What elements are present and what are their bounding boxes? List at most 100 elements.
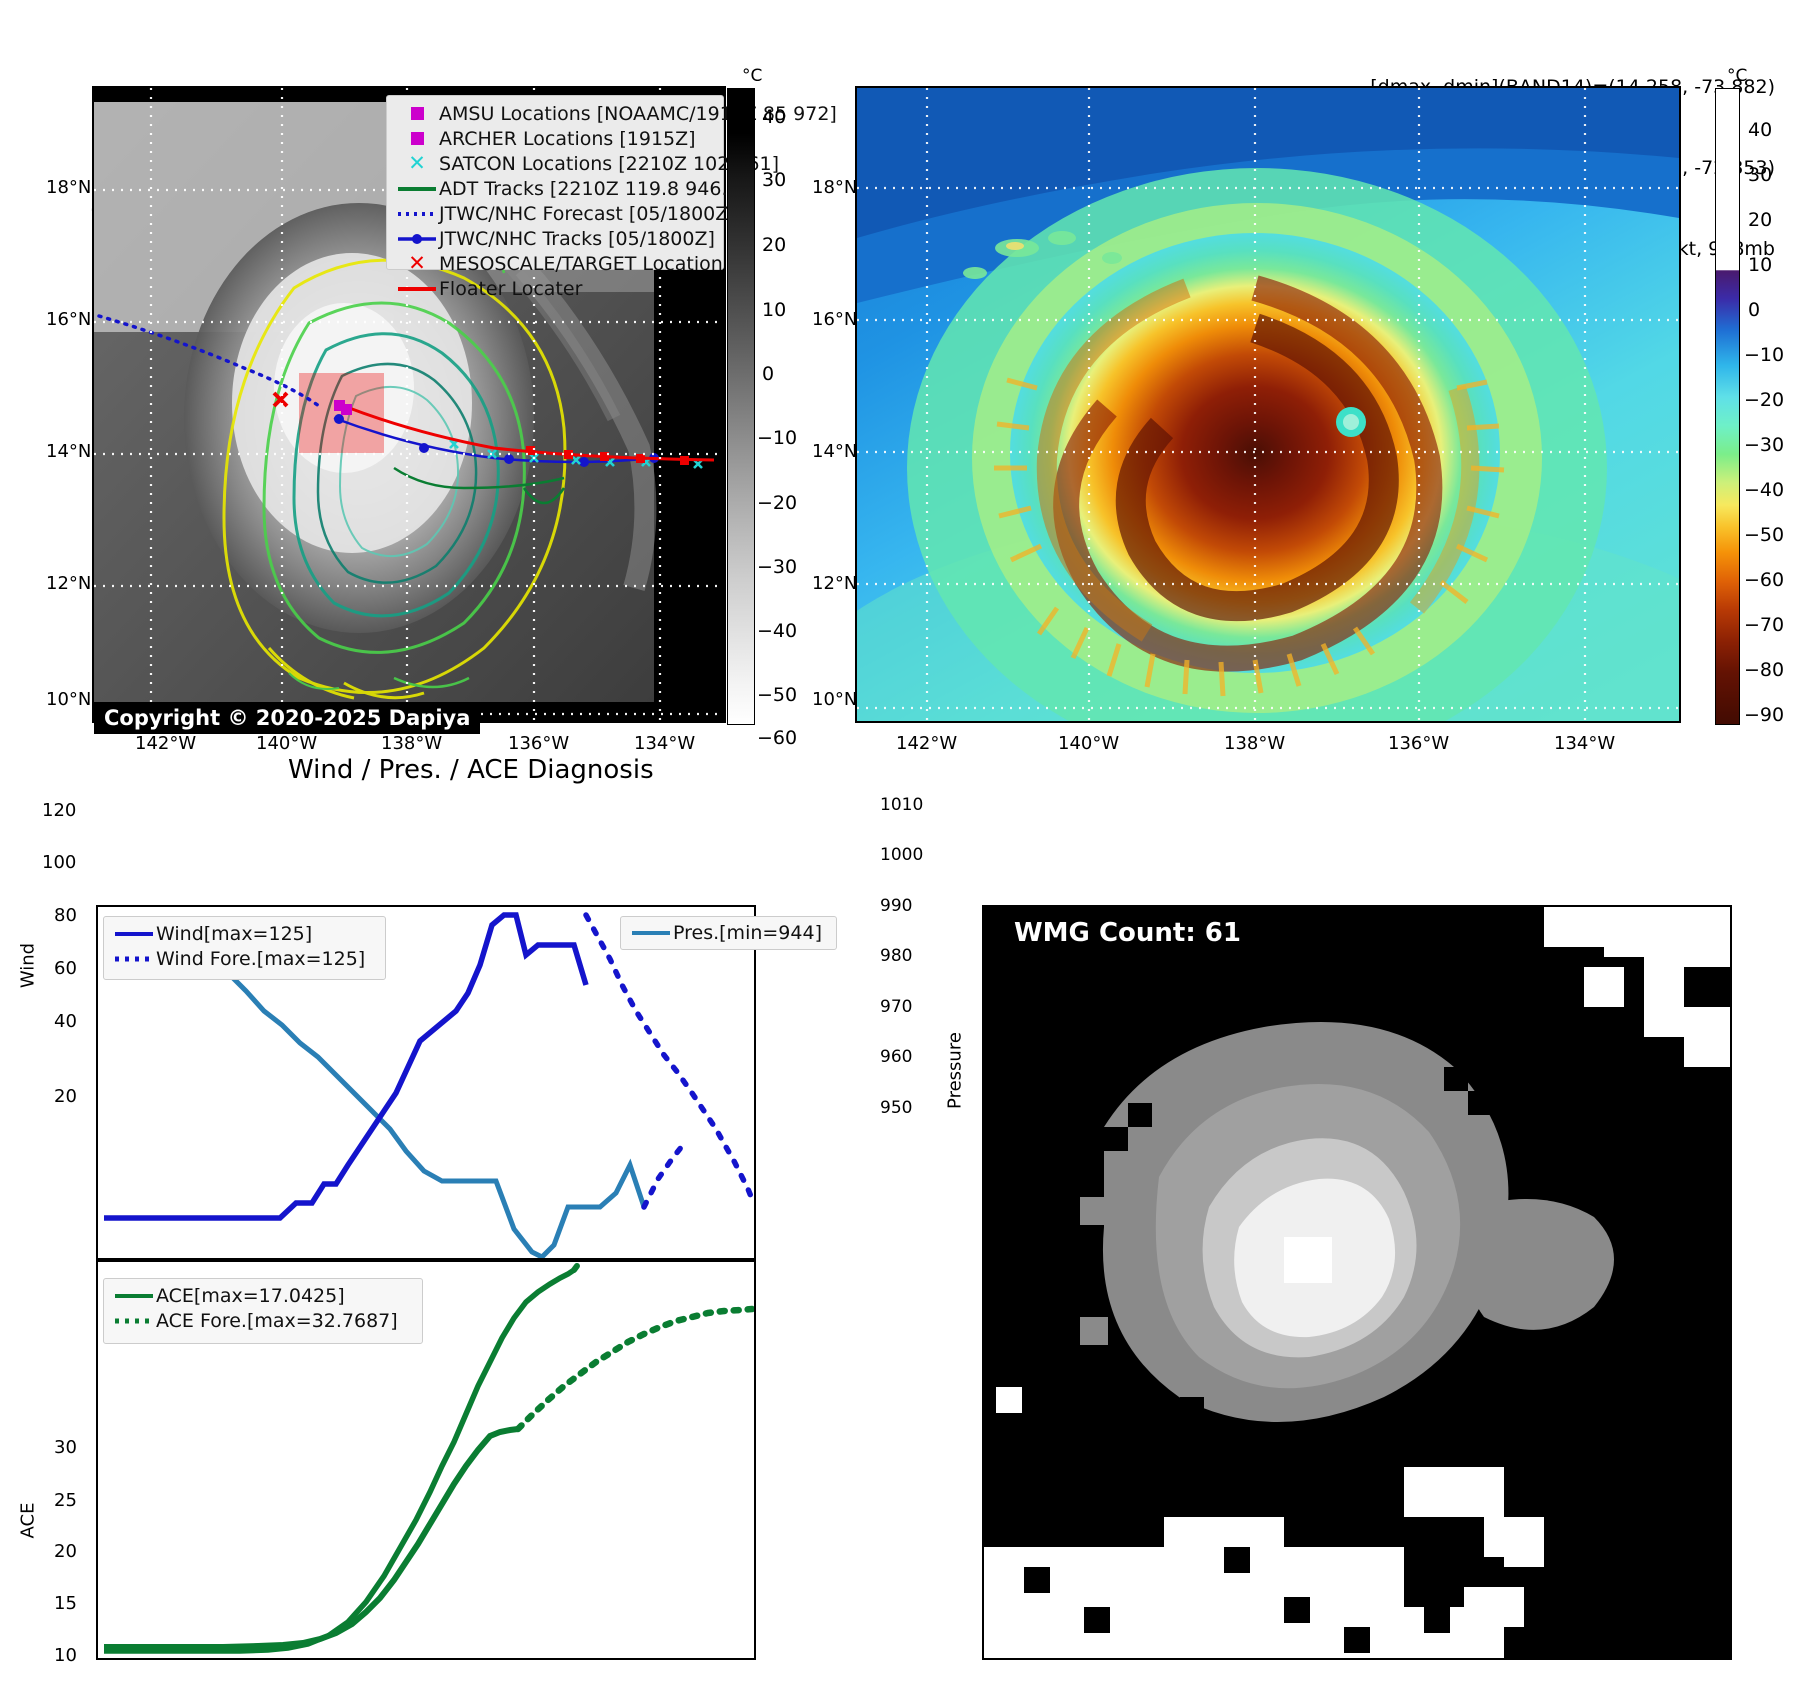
pressure-legend-item[interactable]: Pres.[min=944]	[629, 920, 828, 946]
solid-line-icon	[112, 1293, 156, 1298]
pressure-legend[interactable]: Pres.[min=944]	[620, 916, 837, 950]
ace-ytick-25: 25	[54, 1490, 77, 1511]
dotted-line-icon	[112, 1318, 156, 1324]
ace-ytick-15: 15	[54, 1593, 77, 1614]
legend-item-mesoscale-target[interactable]: ✕ MESOSCALE/TARGET Location	[395, 251, 723, 276]
dotted-line-icon	[112, 956, 156, 962]
wmg-count-badge: WMG Count: 61	[1000, 912, 1255, 955]
left-map-lon-134: 134°W	[634, 733, 696, 754]
wind-legend-item[interactable]: Wind[max=125]	[112, 921, 377, 946]
ace-axis-label: ACE	[17, 1502, 39, 1539]
x-mark-icon: ✕	[408, 251, 426, 275]
pressure-legend-label: Pres.[min=944]	[673, 922, 822, 944]
pressure-ytick-1000: 1000	[880, 845, 924, 865]
pressure-ytick-990: 990	[880, 896, 913, 916]
wind-ytick-40: 40	[54, 1011, 77, 1032]
wind-ytick-80: 80	[54, 905, 77, 926]
legend-item-jtwc-tracks[interactable]: JTWC/NHC Tracks [05/1800Z]	[395, 226, 715, 251]
ace-ytick-30: 30	[54, 1437, 77, 1458]
wmg-panel[interactable]	[982, 905, 1732, 1660]
legend-item-amsu[interactable]: AMSU Locations [NOAAMC/1914Z 85 972]	[395, 101, 837, 126]
left-map-lat-14: 14°N	[46, 441, 92, 462]
x-mark-icon: ✕	[408, 151, 426, 175]
right-cb-tick: 40	[1748, 119, 1773, 141]
right-map-lon-142: 142°W	[896, 733, 958, 754]
copyright-text: Copyright © 2020-2025 Dapiya	[94, 703, 481, 734]
legend-item-archer[interactable]: ARCHER Locations [1915Z]	[395, 126, 715, 151]
left-cb-tick: −10	[757, 427, 798, 449]
right-map-panel[interactable]	[855, 86, 1681, 723]
left-map-lon-138: 138°W	[381, 733, 443, 754]
legend-label: JTWC/NHC Tracks [05/1800Z]	[439, 227, 715, 250]
right-cb-tick: −40	[1744, 479, 1785, 501]
right-cb-tick: −10	[1744, 344, 1785, 366]
right-map-lon-136: 136°W	[1388, 733, 1450, 754]
left-cb-tick: 10	[762, 299, 787, 321]
left-map-lat-12: 12°N	[46, 573, 92, 594]
left-cb-tick: −60	[757, 727, 798, 749]
wind-ytick-120: 120	[42, 800, 77, 821]
ace-plot-curve	[98, 1262, 754, 1658]
wind-ytick-60: 60	[54, 958, 77, 979]
legend-item-jtwc-forecast[interactable]: JTWC/NHC Forecast [05/1800Z]	[395, 201, 736, 226]
left-cb-tick: 20	[762, 234, 787, 256]
wind-forecast-legend-item[interactable]: Wind Fore.[max=125]	[112, 946, 377, 971]
left-map-lon-136: 136°W	[508, 733, 570, 754]
wind-legend-label: Wind[max=125]	[156, 922, 313, 945]
pressure-axis-label: Pressure	[944, 1032, 966, 1109]
line-with-dot-icon	[395, 233, 439, 245]
dotted-line-icon	[395, 211, 439, 217]
wind-ytick-100: 100	[42, 852, 77, 873]
right-colorbar	[1715, 88, 1740, 725]
left-map-lon-142: 142°W	[135, 733, 197, 754]
right-colorbar-unit: °C	[1727, 66, 1748, 86]
right-cb-tick: −90	[1744, 704, 1785, 726]
solid-line-icon	[629, 931, 673, 935]
legend-label: Floater Locater	[439, 277, 583, 300]
left-cb-tick: 30	[762, 169, 787, 191]
right-cb-tick: −30	[1744, 434, 1785, 456]
ace-legend[interactable]: ACE[max=17.0425] ACE Fore.[max=32.7687]	[103, 1278, 423, 1344]
wind-legend[interactable]: Wind[max=125] Wind Fore.[max=125]	[103, 916, 386, 980]
right-cb-tick: −80	[1744, 659, 1785, 681]
left-map-lat-18: 18°N	[46, 177, 92, 198]
right-cb-tick: −60	[1744, 569, 1785, 591]
right-map-lat-14: 14°N	[812, 441, 858, 462]
legend-item-adt-tracks[interactable]: ADT Tracks [2210Z 119.8 946.9]	[395, 176, 747, 201]
solid-line-icon	[112, 931, 156, 936]
right-cb-tick: 0	[1748, 299, 1761, 321]
right-map-lat-10: 10°N	[812, 689, 858, 710]
ace-ytick-10: 10	[54, 1645, 77, 1666]
left-map-lon-140: 140°W	[256, 733, 318, 754]
ace-legend-item[interactable]: ACE[max=17.0425]	[112, 1283, 414, 1308]
solid-line-icon	[395, 186, 439, 191]
legend-label: ARCHER Locations [1915Z]	[439, 127, 696, 150]
right-cb-tick: −70	[1744, 614, 1785, 636]
left-cb-tick: −30	[757, 556, 798, 578]
legend-label: MESOSCALE/TARGET Location	[439, 252, 723, 275]
legend-label: SATCON Locations [2210Z 102 961]	[439, 152, 780, 175]
right-map-lon-138: 138°W	[1224, 733, 1286, 754]
pressure-ytick-1010: 1010	[880, 795, 924, 815]
right-map-lat-12: 12°N	[812, 573, 858, 594]
left-cb-tick: −20	[757, 492, 798, 514]
ace-ytick-20: 20	[54, 1541, 77, 1562]
wind-axis-label: Wind	[17, 942, 39, 989]
map-legend[interactable]: AMSU Locations [NOAAMC/1914Z 85 972] ARC…	[386, 95, 837, 300]
pressure-ytick-980: 980	[880, 946, 913, 966]
copyright-overlay: Copyright © 2020-2025 Dapiya	[94, 703, 481, 734]
left-cb-tick: −40	[757, 620, 798, 642]
wind-forecast-legend-label: Wind Fore.[max=125]	[156, 947, 366, 970]
left-cb-tick: 0	[762, 363, 775, 385]
right-map-lat-18: 18°N	[812, 177, 858, 198]
ace-forecast-legend-item[interactable]: ACE Fore.[max=32.7687]	[112, 1308, 414, 1333]
diagnosis-title: Wind / Pres. / ACE Diagnosis	[288, 755, 654, 785]
left-cb-tick: 40	[762, 106, 787, 128]
right-cb-tick: −50	[1744, 524, 1785, 546]
pressure-ytick-950: 950	[880, 1098, 913, 1118]
legend-item-floater-locater[interactable]: Floater Locater	[395, 276, 715, 301]
legend-item-satcon[interactable]: ✕ SATCON Locations [2210Z 102 961]	[395, 151, 779, 176]
right-map-lon-140: 140°W	[1058, 733, 1120, 754]
ace-legend-label: ACE[max=17.0425]	[156, 1284, 345, 1307]
filled-square-icon	[395, 107, 439, 120]
